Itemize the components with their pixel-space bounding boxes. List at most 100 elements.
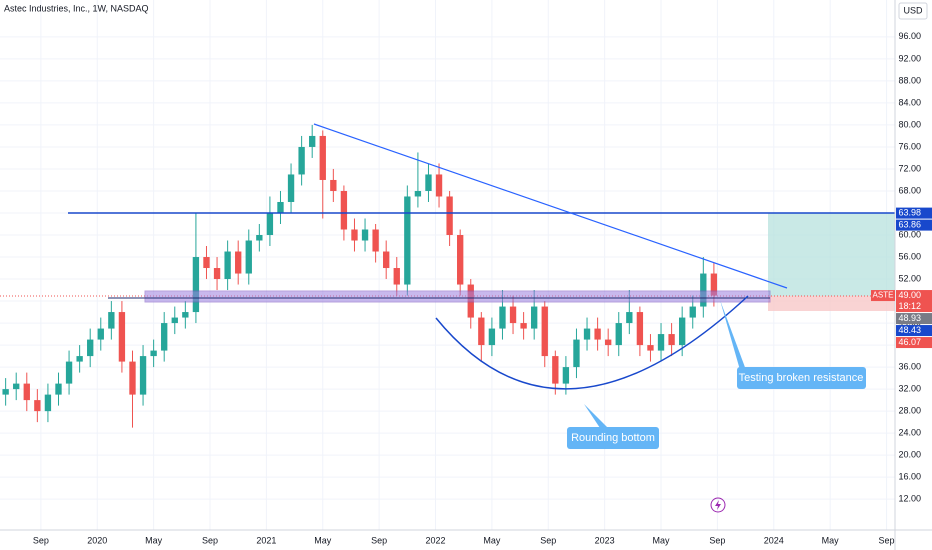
candle-body xyxy=(647,345,654,351)
candle-body xyxy=(425,174,432,191)
candle-body xyxy=(76,356,83,362)
candle-body xyxy=(361,229,369,241)
price-tag xyxy=(896,219,932,231)
y-tick-label: 92.00 xyxy=(898,53,921,63)
candle-body xyxy=(182,312,189,318)
x-tick-label: Sep xyxy=(540,535,556,545)
candles xyxy=(2,124,718,428)
y-tick-label: 12.00 xyxy=(898,494,921,504)
candle-body xyxy=(679,317,686,346)
currency: USD xyxy=(903,5,923,15)
candle-body xyxy=(626,312,633,324)
candle-body xyxy=(2,389,9,395)
x-tick-label: Sep xyxy=(202,535,218,545)
symbol-label: ASTE xyxy=(873,291,894,300)
candle-body xyxy=(203,257,210,269)
y-tick-label: 60.00 xyxy=(898,229,921,239)
price-tag xyxy=(896,325,932,337)
candle-body xyxy=(245,240,252,274)
trend-line xyxy=(313,123,788,289)
candle-body xyxy=(65,361,73,384)
candle-body xyxy=(87,339,94,357)
callout-box xyxy=(567,427,659,449)
callout-box xyxy=(737,367,866,389)
candle-body xyxy=(161,323,168,351)
candle-body xyxy=(488,328,496,346)
resistance-zone xyxy=(144,290,771,303)
candle-body xyxy=(192,257,200,313)
candle-body xyxy=(139,356,147,395)
event-icon[interactable] xyxy=(710,497,726,513)
y-tick-label: 56.00 xyxy=(898,251,921,261)
candle-body xyxy=(605,339,612,346)
candle-body xyxy=(235,251,242,274)
x-tick-label: Sep xyxy=(371,535,387,545)
candle-body xyxy=(689,306,696,318)
candle-body xyxy=(277,201,284,213)
y-tick-label: 72.00 xyxy=(898,163,921,173)
candle-body xyxy=(44,394,52,412)
y-tick-label: 52.00 xyxy=(898,273,921,283)
candle-body xyxy=(55,383,62,395)
candle-body xyxy=(319,135,326,180)
candle-body xyxy=(97,328,104,340)
candle-body xyxy=(478,317,485,346)
candle-body xyxy=(118,312,126,362)
x-tick-label: May xyxy=(822,535,840,545)
candle-body xyxy=(287,174,295,202)
x-tick-label: May xyxy=(653,535,671,545)
candle-body xyxy=(213,268,221,280)
candle-body xyxy=(266,212,274,236)
candle-body xyxy=(499,306,506,329)
candle-body xyxy=(562,367,570,384)
x-tick-label: Sep xyxy=(709,535,725,545)
candle-body xyxy=(23,383,30,401)
candle-body xyxy=(710,273,718,296)
candle-body xyxy=(351,229,358,241)
price-tag-label: 63.86 xyxy=(898,219,921,229)
candle-body xyxy=(541,306,548,357)
candle-body xyxy=(700,273,707,307)
price-tag xyxy=(896,313,932,325)
callout-text: Rounding bottom xyxy=(571,432,655,444)
price-tag xyxy=(896,290,932,313)
y-tick-label: 36.00 xyxy=(898,361,921,371)
candle-body xyxy=(13,383,20,390)
candle-body xyxy=(171,317,178,324)
x-tick-label: 2020 xyxy=(87,535,107,545)
price-tag-label: 46.07 xyxy=(898,337,921,347)
target-zone xyxy=(768,213,895,296)
candle-body xyxy=(340,190,348,230)
y-tick-label: 84.00 xyxy=(898,97,921,107)
price-tags: 63.98 63.86 49.00 ASTE 18:12 48.93 48.43 46.07 xyxy=(871,207,932,349)
price-tag-label: 48.43 xyxy=(898,325,921,335)
y-tick-label: 16.00 xyxy=(898,472,921,482)
candle-body xyxy=(531,306,538,329)
candle-body xyxy=(330,179,337,191)
candle-body xyxy=(657,334,665,351)
candle-body xyxy=(594,328,601,340)
candle-body xyxy=(150,350,157,357)
y-tick-label: 76.00 xyxy=(898,141,921,151)
price-tag xyxy=(896,337,932,349)
candle-body xyxy=(457,235,464,285)
candle-body xyxy=(583,328,591,340)
candle-body xyxy=(224,251,231,280)
candle-body xyxy=(446,196,453,236)
y-tick-label: 24.00 xyxy=(898,428,921,438)
candle-body xyxy=(404,196,411,285)
x-tick-label: 2022 xyxy=(426,535,446,545)
price-tag-label: 48.93 xyxy=(898,313,921,323)
candle-body xyxy=(573,339,580,368)
callout-text: Testing broken resistance xyxy=(739,372,864,384)
candle-body xyxy=(129,361,136,395)
countdown: 18:12 xyxy=(898,301,921,311)
x-tick-label: May xyxy=(145,535,163,545)
x-tick-label: 2023 xyxy=(595,535,615,545)
candle-body xyxy=(615,323,622,346)
y-tick-label: 80.00 xyxy=(898,119,921,129)
candle-body xyxy=(298,146,305,175)
currency-box[interactable] xyxy=(898,2,928,20)
callout-pointer xyxy=(584,404,608,428)
